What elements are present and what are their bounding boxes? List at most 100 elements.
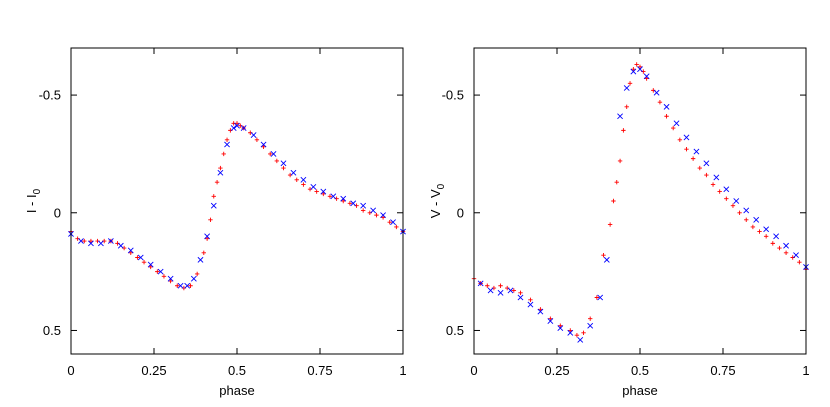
data-point [360, 202, 367, 209]
data-point [743, 207, 750, 214]
x-tick-label: 0.5 [228, 363, 246, 378]
data-point [137, 254, 144, 261]
data-point [624, 104, 629, 110]
series-2 [477, 66, 809, 343]
data-point [548, 316, 553, 321]
series-2 [68, 122, 406, 289]
data-point [157, 268, 164, 275]
data-point [190, 275, 197, 282]
data-point [217, 169, 224, 176]
data-point [653, 89, 660, 96]
data-point [594, 295, 600, 300]
data-point [617, 113, 623, 120]
data-point [78, 238, 84, 244]
data-point [117, 242, 124, 249]
data-point [234, 121, 240, 126]
data-point [310, 183, 317, 190]
data-point [703, 160, 710, 167]
data-point [340, 195, 347, 202]
data-point [537, 308, 544, 315]
data-point [204, 233, 211, 240]
data-point [547, 318, 554, 324]
data-point [268, 151, 273, 157]
x-tick-label: 0.5 [631, 363, 649, 378]
x-axis-label: phase [219, 383, 254, 398]
x-tick-label: 0.25 [141, 363, 166, 378]
y-axis-label-subscript: 0 [32, 188, 43, 194]
y-tick-label: 0.5 [43, 323, 61, 338]
data-point [394, 224, 399, 230]
data-point [763, 226, 770, 233]
y-axis-label-main: I - I [24, 194, 39, 213]
data-point [221, 151, 226, 157]
data-point [568, 328, 573, 333]
data-point [663, 103, 670, 110]
y-tick-label: -0.5 [39, 88, 61, 103]
data-point [498, 283, 503, 288]
data-point [224, 137, 230, 142]
data-point [601, 252, 606, 258]
data-point [224, 141, 230, 148]
data-point [210, 202, 217, 209]
data-point [230, 125, 237, 131]
data-point [558, 323, 563, 328]
data-point [234, 122, 240, 129]
data-point [88, 240, 94, 247]
data-point [497, 289, 504, 296]
data-point [380, 215, 386, 220]
x-tick-label: 0.75 [307, 363, 332, 378]
data-point [574, 332, 580, 338]
data-point [630, 68, 637, 75]
data-point [724, 196, 729, 201]
y-axis-label: V - V0 [428, 183, 447, 218]
data-point [387, 219, 392, 225]
data-point [280, 160, 287, 167]
x-axis-label: phase [622, 383, 657, 398]
data-point [260, 141, 267, 148]
data-point [294, 177, 299, 183]
data-point [611, 198, 616, 204]
data-point [697, 165, 702, 171]
data-point [777, 245, 782, 251]
data-point [128, 250, 133, 255]
data-point [637, 64, 643, 70]
data-point [330, 193, 337, 200]
data-point [657, 99, 663, 105]
data-point [507, 287, 514, 294]
data-point [350, 200, 357, 207]
data-point [314, 189, 319, 194]
data-point [538, 307, 543, 312]
data-point [753, 216, 760, 223]
data-point [733, 198, 740, 204]
data-point [750, 224, 756, 230]
data-point [683, 134, 690, 141]
data-point [644, 76, 649, 81]
y-tick-label: 0 [54, 205, 61, 220]
x-tick-label: 0.25 [544, 363, 569, 378]
y-tick-label: 0.5 [446, 323, 464, 338]
data-point [587, 322, 594, 329]
data-point [194, 271, 200, 277]
data-point [643, 73, 650, 80]
data-point [347, 201, 353, 206]
data-point [320, 188, 327, 195]
data-point [770, 241, 775, 246]
data-point [97, 240, 104, 247]
data-point [390, 219, 396, 226]
data-point [250, 132, 257, 139]
data-point [671, 125, 676, 131]
data-point [197, 256, 204, 263]
series-1 [68, 121, 406, 291]
data-point [321, 191, 326, 197]
data-point [380, 212, 386, 219]
data-point [360, 208, 366, 213]
data-point [737, 210, 742, 215]
data-point [797, 260, 802, 265]
y-axis-label-main: V - V [428, 189, 443, 218]
data-point [581, 330, 586, 336]
data-point [184, 282, 191, 289]
data-point [141, 260, 147, 265]
